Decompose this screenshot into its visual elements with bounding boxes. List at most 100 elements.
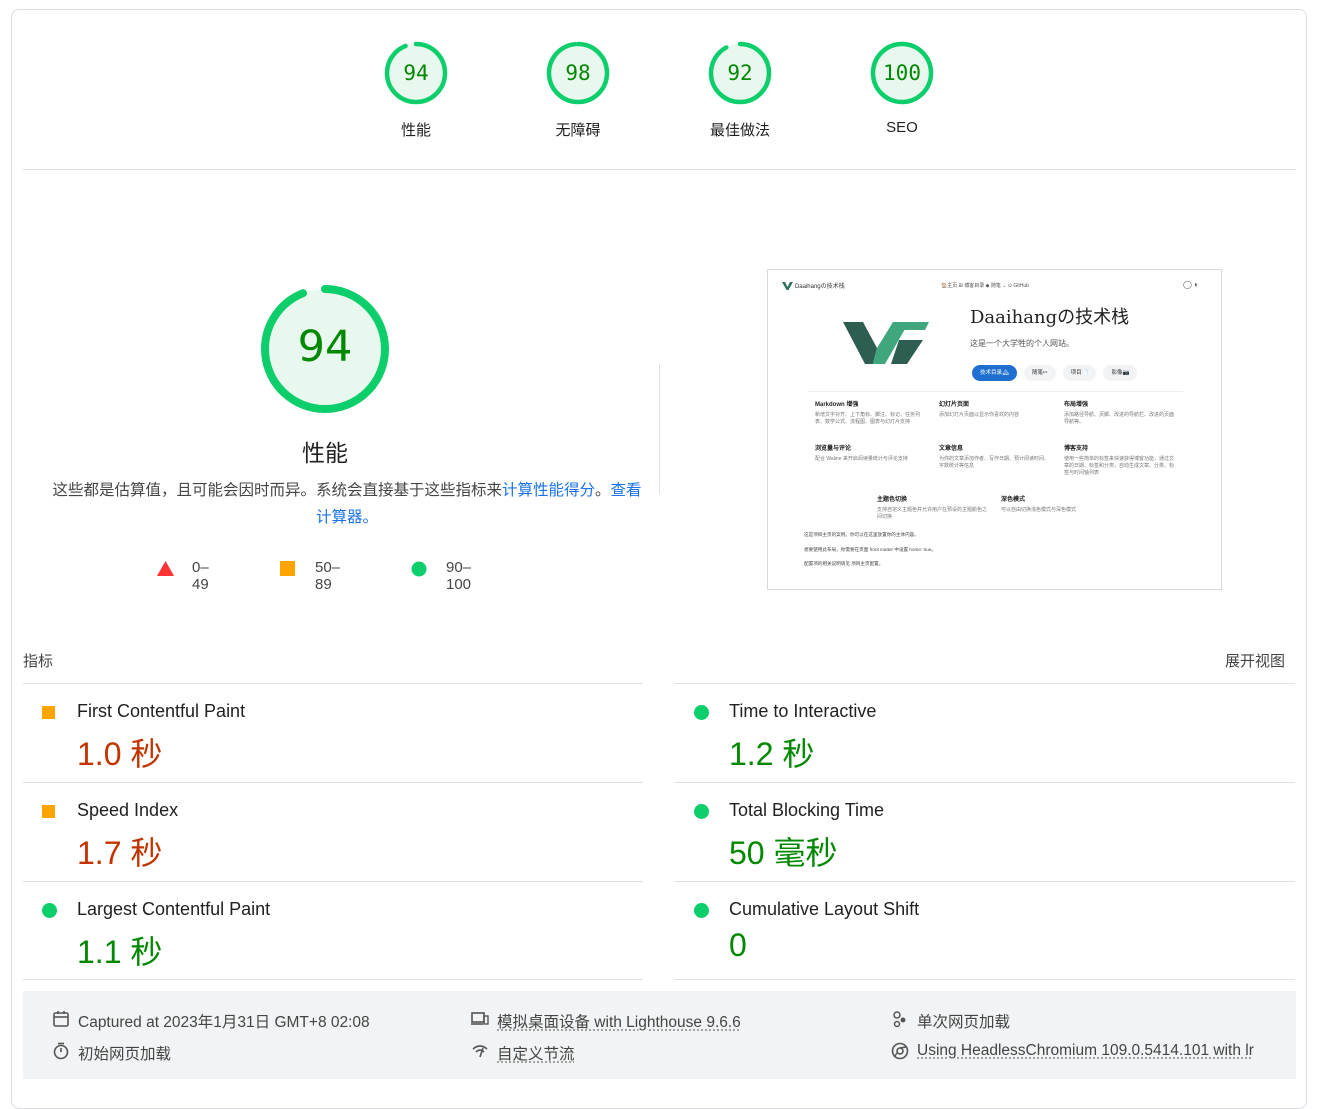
thumb-feature-title: 博客支持 — [1064, 446, 1089, 452]
thumb-feature-title: 文章信息 — [939, 446, 964, 452]
throttling-text: 自定义节流 — [497, 1046, 575, 1063]
divider — [23, 979, 643, 980]
thumb-site-name-text: Daaihangの技术栈 — [794, 284, 845, 290]
thumb-feature: 深色模式 可以自由切换浅色模式与深色模式 — [1001, 497, 1111, 514]
square-icon — [280, 561, 295, 576]
metrics-header: 指标 — [23, 653, 54, 670]
metric-value: 1.2 秒 — [729, 736, 815, 772]
thumb-footer-line: 想要使用此布局，你需要在页面 front matter 中设置 home: tr… — [804, 547, 936, 552]
metric-tti: Time to Interactive 1.2 秒 — [675, 683, 1295, 782]
thumb-nav-icons: ◯ ◐ — [1183, 280, 1200, 289]
pass-circle-icon — [694, 705, 709, 720]
thumb-button: 随笔✏ — [1023, 365, 1056, 381]
performance-gauge-ring — [261, 285, 389, 413]
thumb-subtitle: 这是一个大学牲的个人网站。 — [970, 339, 1074, 348]
thumb-feature: 幻灯片页面 添加幻灯片页面以显示你喜欢的内容 — [939, 402, 1049, 419]
pass-circle-icon — [42, 903, 57, 918]
gauge-ring — [384, 41, 448, 105]
metric-title: Speed Index — [77, 800, 179, 820]
browser-version-text: Using HeadlessChromium 109.0.5414.101 wi… — [917, 1042, 1254, 1059]
gauge-label: 无障碍 — [555, 122, 601, 139]
final-screenshot[interactable]: Daaihangの技术栈 🏠主页 ⊞ 博客目录 ◆ 随笔 ⌄ ⊙ GitHub … — [767, 269, 1222, 590]
expand-view-toggle[interactable]: 展开视图 — [1224, 653, 1285, 670]
category-gauges: 94 性能 98 无障碍 92 最佳做法 100 SEO — [12, 10, 1308, 170]
pass-circle-icon — [694, 903, 709, 918]
gauge-score: 92 — [727, 61, 753, 85]
thumb-feature-text: 添加路径导航、页脚、改进的导航栏、改进的页面导航等。 — [1064, 412, 1175, 425]
thumb-feature-title: 浏览量与评论 — [815, 446, 852, 452]
gauge-performance[interactable]: 94 性能 — [356, 40, 476, 140]
metric-title: First Contentful Paint — [77, 701, 246, 721]
calc-score-link[interactable]: 计算性能得分 — [501, 482, 595, 499]
thumb-nav-links: 🏠主页 ⊞ 博客目录 ◆ 随笔 ⌄ ⊙ GitHub — [941, 283, 1029, 289]
gauge-score: 100 — [883, 61, 921, 85]
metric-title: Total Blocking Time — [729, 800, 885, 820]
metric-value: 1.0 秒 — [77, 736, 163, 772]
gauge-ring — [708, 41, 772, 105]
performance-gauge: 94 — [258, 282, 392, 416]
devices-icon — [471, 1012, 489, 1025]
metric-value: 0 — [729, 927, 747, 963]
divider — [23, 169, 1296, 170]
chrome-icon — [891, 1042, 909, 1060]
gauge-seo[interactable]: 100 SEO — [842, 40, 962, 136]
performance-description: 这些都是估算值，且可能会因时而异。系统会直接基于这些指标来计算性能得分。查看计算… — [52, 477, 642, 531]
gauge-score: 98 — [565, 61, 591, 85]
runtime-settings: Captured at 2023年1月31日 GMT+8 02:08 初始网页加… — [23, 991, 1296, 1079]
metric-value: 1.7 秒 — [77, 835, 163, 871]
gauge-ring — [870, 41, 934, 105]
emulated-device-text: 模拟桌面设备 with Lighthouse 9.6.6 — [497, 1014, 741, 1031]
gauge-label: 性能 — [400, 122, 431, 139]
thumb-feature-title: 幻灯片页面 — [939, 402, 970, 408]
metric-title: Time to Interactive — [729, 701, 877, 721]
metric-value: 1.1 秒 — [77, 934, 163, 970]
vh-logo-image — [843, 322, 929, 364]
circle-icon — [411, 561, 427, 577]
performance-score: 94 — [297, 322, 353, 372]
thumb-feature-text: 为你的文章添加作者、写作日期、预计阅读时间、字数统计等信息 — [939, 456, 1050, 469]
description-separator: 。 — [595, 482, 611, 499]
average-square-icon — [42, 805, 55, 818]
calculator-link[interactable]: 查看计算器。 — [315, 482, 642, 526]
gauge-best-practices[interactable]: 92 最佳做法 — [680, 40, 800, 140]
thumb-feature-title: 主题色切换 — [877, 497, 908, 503]
thumb-button: 技术目录🏔 — [972, 365, 1017, 381]
scale-range: 0–49 — [192, 559, 209, 593]
thumb-feature: 博客支持使用一些简单的标签来快速获得博客功能，通过文章的日期、标签和分类，自动生… — [1064, 446, 1174, 477]
captured-at-text: Captured at 2023年1月31日 GMT+8 02:08 — [78, 1014, 370, 1031]
thumb-feature: 布局增强添加路径导航、页脚、改进的导航栏、改进的页面导航等。 — [1064, 402, 1174, 426]
calendar-icon — [53, 1011, 69, 1027]
thumb-feature-title: Markdown 增强 — [815, 402, 859, 408]
metric-fcp: First Contentful Paint 1.0 秒 — [23, 683, 643, 782]
metric-value: 50 毫秒 — [729, 835, 838, 871]
thumb-feature-text: 使用一些简单的标签来快速获得博客功能，通过文章的日期、标签和分类，自动生成文章、… — [1064, 456, 1175, 476]
thumb-title: Daaihangの技术栈 — [970, 307, 1130, 328]
metric-cls: Cumulative Layout Shift 0 — [675, 881, 1295, 980]
signal-icon — [472, 1045, 488, 1058]
triangle-icon — [157, 561, 174, 576]
thumb-site-name: Daaihangの技术栈 — [782, 281, 845, 291]
metric-lcp: Largest Contentful Paint 1.1 秒 — [23, 881, 643, 980]
gauge-accessibility[interactable]: 98 无障碍 — [518, 40, 638, 140]
initial-load-text: 初始网页加载 — [78, 1046, 172, 1063]
thumb-feature-title: 布局增强 — [1064, 402, 1089, 408]
logo-icon — [782, 282, 793, 291]
average-square-icon — [42, 706, 55, 719]
pass-circle-icon — [694, 804, 709, 819]
thumb-feature: 浏览量与评论配合 Waline 来开启阅读量统计与评论支持 — [815, 446, 925, 463]
single-load-icon — [893, 1011, 906, 1028]
lighthouse-report-card: 94 性能 98 无障碍 92 最佳做法 100 SEO — [11, 9, 1307, 1109]
timer-icon — [53, 1042, 69, 1060]
single-load-text: 单次网页加载 — [917, 1014, 1011, 1031]
thumb-footer-line: 这是项目主页的案例。你可以在这里放置你的主体内容。 — [804, 532, 919, 537]
thumb-feature: 文章信息为你的文章添加作者、写作日期、预计阅读时间、字数统计等信息 — [939, 446, 1049, 470]
description-text: 这些都是估算值，且可能会因时而异。系统会直接基于这些指标来 — [52, 482, 502, 499]
gauge-ring — [546, 41, 610, 105]
gauge-label: 最佳做法 — [709, 122, 770, 139]
gauge-label: SEO — [886, 119, 918, 136]
thumb-feature: Markdown 增强新增文字对齐、上下角标、脚注、标记、任务列表、数学公式、流… — [815, 402, 925, 426]
scale-range: 50–89 — [315, 559, 341, 593]
divider — [659, 364, 660, 494]
thumb-feature-text: 配合 Waline 来开启阅读量统计与评论支持 — [815, 456, 908, 462]
thumb-feature-text: 新增文字对齐、上下角标、脚注、标记、任务列表、数学公式、流程图、图表与幻灯片支持 — [815, 412, 921, 425]
